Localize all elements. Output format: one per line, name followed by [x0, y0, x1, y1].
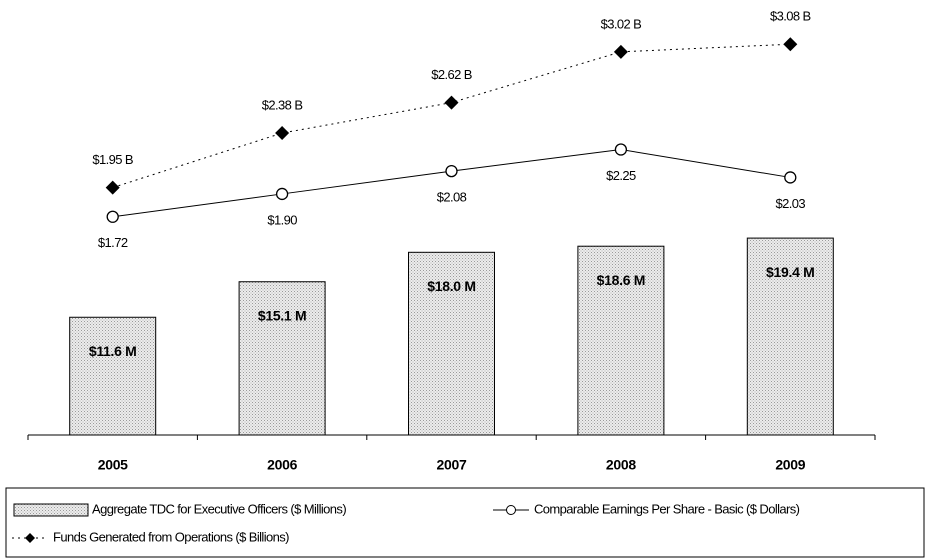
- point: [783, 37, 798, 52]
- data-label: $2.62 B: [431, 67, 472, 82]
- legend-marker: [25, 533, 35, 543]
- point: [613, 44, 628, 59]
- bar-label: $18.0 M: [427, 278, 476, 294]
- bar-label: $19.4 M: [766, 264, 815, 280]
- legend-label: Funds Generated from Operations ($ Billi…: [53, 529, 289, 544]
- x-tick-label: 2006: [267, 457, 297, 473]
- legend-marker: [506, 505, 516, 515]
- data-label: $2.25: [606, 168, 636, 183]
- data-label: $2.08: [437, 190, 467, 205]
- data-label: $1.95 B: [92, 152, 133, 167]
- point: [784, 171, 797, 184]
- x-tick-label: 2007: [437, 457, 467, 473]
- point: [105, 180, 120, 195]
- point: [275, 187, 289, 201]
- legend-label: Aggregate TDC for Executive Officers ($ …: [92, 501, 346, 516]
- data-label: $1.90: [267, 212, 297, 227]
- x-tick-label: 2005: [98, 457, 128, 473]
- data-label: $3.02 B: [601, 16, 642, 31]
- data-label: $1.72: [98, 235, 128, 250]
- x-tick-label: 2009: [775, 457, 805, 473]
- legend-label: Comparable Earnings Per Share - Basic ($…: [534, 501, 800, 516]
- line: [112, 149, 791, 218]
- bar-label: $15.1 M: [258, 307, 307, 323]
- line: [112, 43, 791, 189]
- data-label: $2.38 B: [262, 97, 303, 112]
- legend-swatch: [13, 503, 89, 517]
- point: [275, 126, 290, 141]
- bar: [408, 251, 495, 436]
- bar: [746, 237, 834, 436]
- bar-label: $11.6 M: [89, 343, 137, 359]
- point: [106, 210, 119, 223]
- point: [614, 143, 628, 156]
- point: [445, 164, 458, 178]
- legend-box: [5, 487, 925, 558]
- point: [444, 95, 459, 110]
- x-tick-label: 2008: [606, 457, 636, 473]
- data-label: $2.03: [776, 196, 806, 211]
- data-label: $3.08 B: [770, 9, 811, 24]
- bar: [69, 316, 157, 436]
- bar: [238, 281, 326, 436]
- bar: [577, 245, 665, 436]
- bar-label: $18.6 M: [597, 272, 646, 288]
